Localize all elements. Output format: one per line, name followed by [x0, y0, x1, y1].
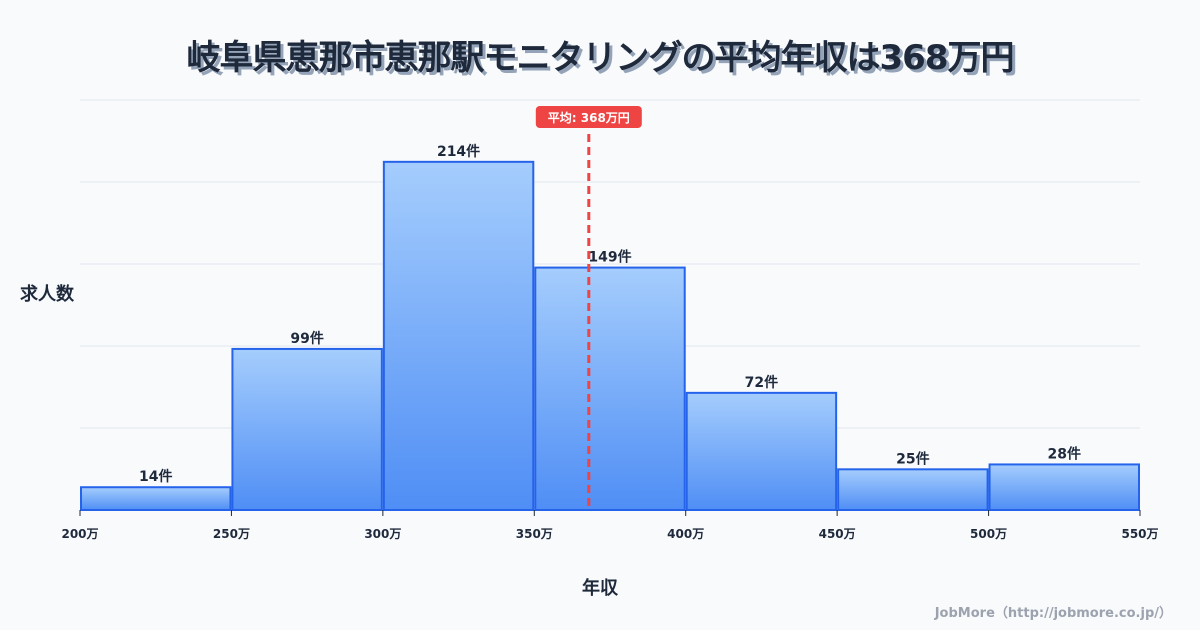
x-axis-ticks: 200万 250万 300万 350万 400万 450万 500万 550万: [61, 510, 1159, 541]
tick-label: 250万: [213, 527, 250, 541]
tick-label: 500万: [970, 527, 1007, 541]
y-axis-label: 求人数: [20, 284, 74, 305]
bar-value-label: 72件: [745, 374, 778, 391]
histogram-bar: [80, 486, 232, 512]
bar-value-label: 149件: [588, 249, 631, 266]
tick-label: 200万: [61, 527, 98, 541]
bar-value-label: 214件: [437, 143, 480, 160]
tick-label: 350万: [516, 527, 553, 541]
bar-value-label: 28件: [1048, 445, 1081, 462]
histogram-bar: [988, 463, 1140, 512]
histogram-bar: [231, 347, 383, 511]
histogram-bar: [382, 160, 535, 511]
mean-badge-label: 平均: 368万円: [548, 110, 630, 125]
histogram-bar: [534, 266, 686, 512]
tick-label: 400万: [667, 527, 704, 541]
mean-badge: [535, 106, 642, 128]
chart-title: 岐阜県恵那市恵那駅モニタリングの平均年収は368万円: [186, 38, 1015, 78]
mean-annotation: 平均: 368万円: [535, 106, 642, 510]
credit-text: JobMore（http://jobmore.co.jp/）: [934, 606, 1172, 621]
tick-label: 550万: [1121, 527, 1158, 541]
bar-value-label: 99件: [290, 330, 323, 347]
tick-label: 450万: [819, 527, 856, 541]
bars: 14件 99件 214件 149件 72件 25件 28件: [80, 143, 1140, 512]
tick-label: 300万: [364, 527, 401, 541]
x-axis-label: 年収: [582, 578, 618, 599]
histogram-bar: [685, 391, 838, 512]
bar-value-label: 25件: [896, 450, 929, 467]
histogram-bar: [837, 468, 989, 512]
bar-value-label: 14件: [139, 468, 172, 485]
